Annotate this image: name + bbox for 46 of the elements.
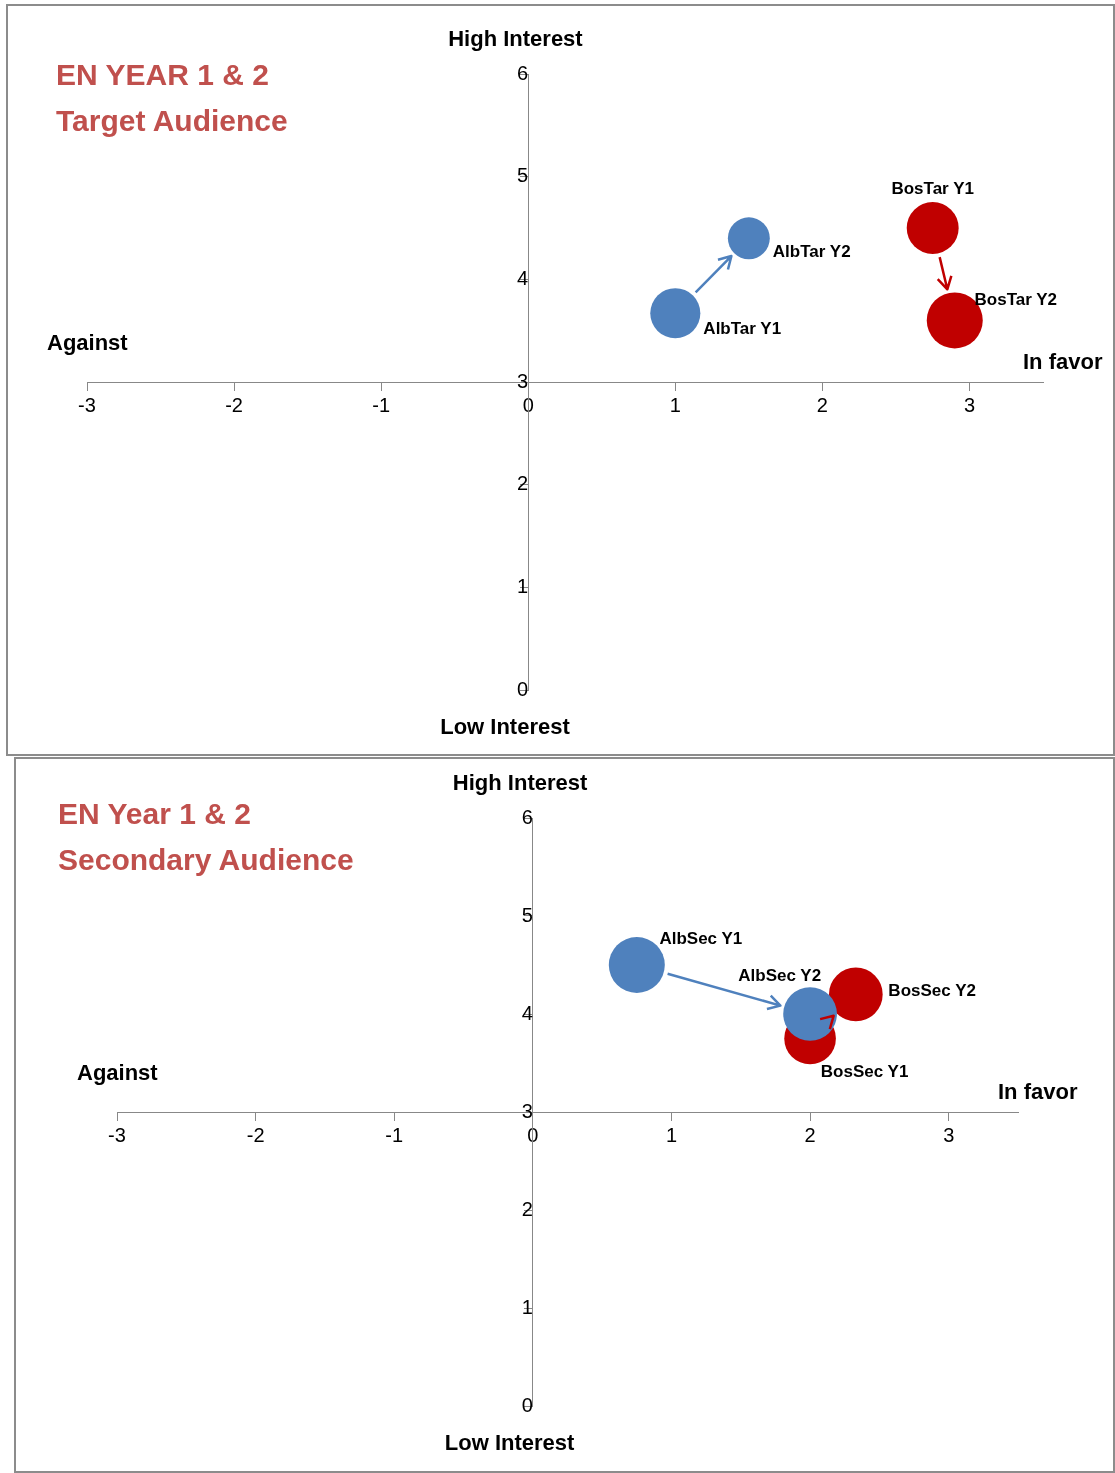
y-tick-label: 0 [517,677,529,700]
y-tick-label: 2 [517,472,529,495]
y-tick-label: 4 [517,266,529,289]
series-label: AlbTar Y2 [772,241,851,261]
y-tick-label: 3 [517,369,529,392]
x-tick-label: -3 [78,393,96,416]
y-tick-label: 6 [517,61,529,84]
x-tick-label: -2 [225,393,243,416]
text: Low Interest [440,714,570,740]
x-tick-label: -1 [385,1123,404,1146]
x-tick-label: 1 [669,393,681,416]
annotation: In favor [1023,348,1103,376]
x-tick-label: 3 [963,393,976,416]
series-label: BosSec Y2 [888,981,976,1001]
y-tick-label: 4 [521,1001,533,1024]
text: Target Audience [56,103,288,139]
x-tick-label: -2 [246,1123,265,1146]
series-label: AlbSec Y1 [659,929,743,949]
annotation: In favor [998,1078,1078,1106]
y-tick-label: 0 [521,1393,533,1416]
y-axis-title: High Interest [448,26,583,52]
series-label: AlbTar Y1 [703,318,782,338]
series-label: BosTar Y2 [974,290,1058,310]
text: Secondary Audience [58,842,354,878]
x-tick-label: 2 [804,1123,816,1146]
series-label: AlbSec Y2 [738,966,822,986]
y-tick-label: 1 [517,574,529,597]
series-label: BosTar Y1 [891,178,974,198]
x-tick-label: -3 [108,1123,126,1146]
series-label: BosSec Y1 [820,1061,909,1081]
x-tick-label: 1 [665,1123,678,1146]
chart-title: EN YEAR 1 & 2 [56,57,270,93]
x-tick-label: 2 [816,393,828,416]
chart-title: EN Year 1 & 2 [58,796,252,832]
y-tick-label: 6 [521,805,533,828]
y-tick-label: 5 [521,903,533,926]
y-tick-label: 2 [521,1197,533,1220]
text: Low Interest [444,1430,575,1456]
y-tick-label: 1 [521,1295,533,1318]
x-tick-label: -1 [372,393,391,416]
y-tick-label: 5 [517,164,529,187]
y-axis-title: High Interest [452,770,588,796]
x-tick-label: 3 [943,1123,955,1146]
annotation: Against [77,1060,158,1086]
y-tick-label: 3 [521,1099,533,1122]
annotation: Against [47,330,128,356]
